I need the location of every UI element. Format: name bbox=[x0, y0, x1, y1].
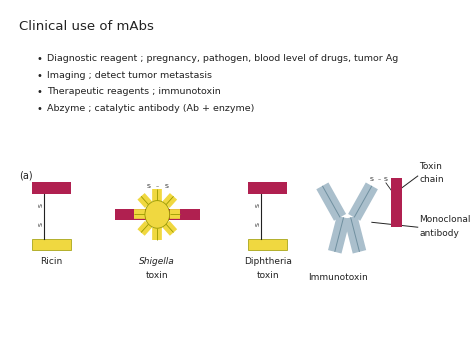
Text: S: S bbox=[146, 184, 150, 189]
Text: antibody: antibody bbox=[419, 229, 459, 237]
Text: –: – bbox=[156, 184, 159, 189]
Text: Toxin: Toxin bbox=[419, 162, 442, 171]
Text: S: S bbox=[164, 184, 168, 189]
Text: S: S bbox=[39, 222, 44, 226]
Text: toxin: toxin bbox=[256, 271, 279, 279]
Text: Ricin: Ricin bbox=[40, 257, 63, 266]
Text: –: – bbox=[377, 178, 381, 182]
Text: Therapeutic reagents ; immunotoxin: Therapeutic reagents ; immunotoxin bbox=[47, 87, 221, 97]
Bar bbox=[32, 239, 71, 250]
Bar bbox=[32, 182, 71, 194]
Text: Clinical use of mAbs: Clinical use of mAbs bbox=[18, 21, 154, 33]
Bar bbox=[391, 178, 402, 227]
Text: •: • bbox=[36, 104, 42, 114]
Text: Diphtheria: Diphtheria bbox=[244, 257, 292, 266]
Circle shape bbox=[145, 201, 170, 228]
Text: Shigella: Shigella bbox=[139, 257, 175, 266]
Text: Abzyme ; catalytic antibody (Ab + enzyme): Abzyme ; catalytic antibody (Ab + enzyme… bbox=[47, 104, 254, 113]
Text: Imaging ; detect tumor metastasis: Imaging ; detect tumor metastasis bbox=[47, 71, 212, 80]
Text: •: • bbox=[36, 71, 42, 81]
Bar bbox=[248, 182, 287, 194]
Bar bbox=[248, 239, 287, 250]
Bar bbox=[115, 208, 200, 220]
Text: Diagnostic reagent ; pregnancy, pathogen, blood level of drugs, tumor Ag: Diagnostic reagent ; pregnancy, pathogen… bbox=[47, 54, 398, 63]
Text: S: S bbox=[39, 203, 44, 207]
Text: S: S bbox=[370, 178, 374, 182]
Text: •: • bbox=[36, 54, 42, 64]
Text: chain: chain bbox=[419, 175, 444, 185]
Text: Immunotoxin: Immunotoxin bbox=[309, 273, 368, 283]
Text: toxin: toxin bbox=[146, 271, 169, 279]
Text: S: S bbox=[384, 178, 388, 182]
Text: Monoclonal: Monoclonal bbox=[419, 215, 471, 224]
Text: •: • bbox=[36, 87, 42, 97]
Text: (a): (a) bbox=[18, 170, 32, 180]
Text: S: S bbox=[255, 203, 260, 207]
Text: S: S bbox=[255, 222, 260, 226]
